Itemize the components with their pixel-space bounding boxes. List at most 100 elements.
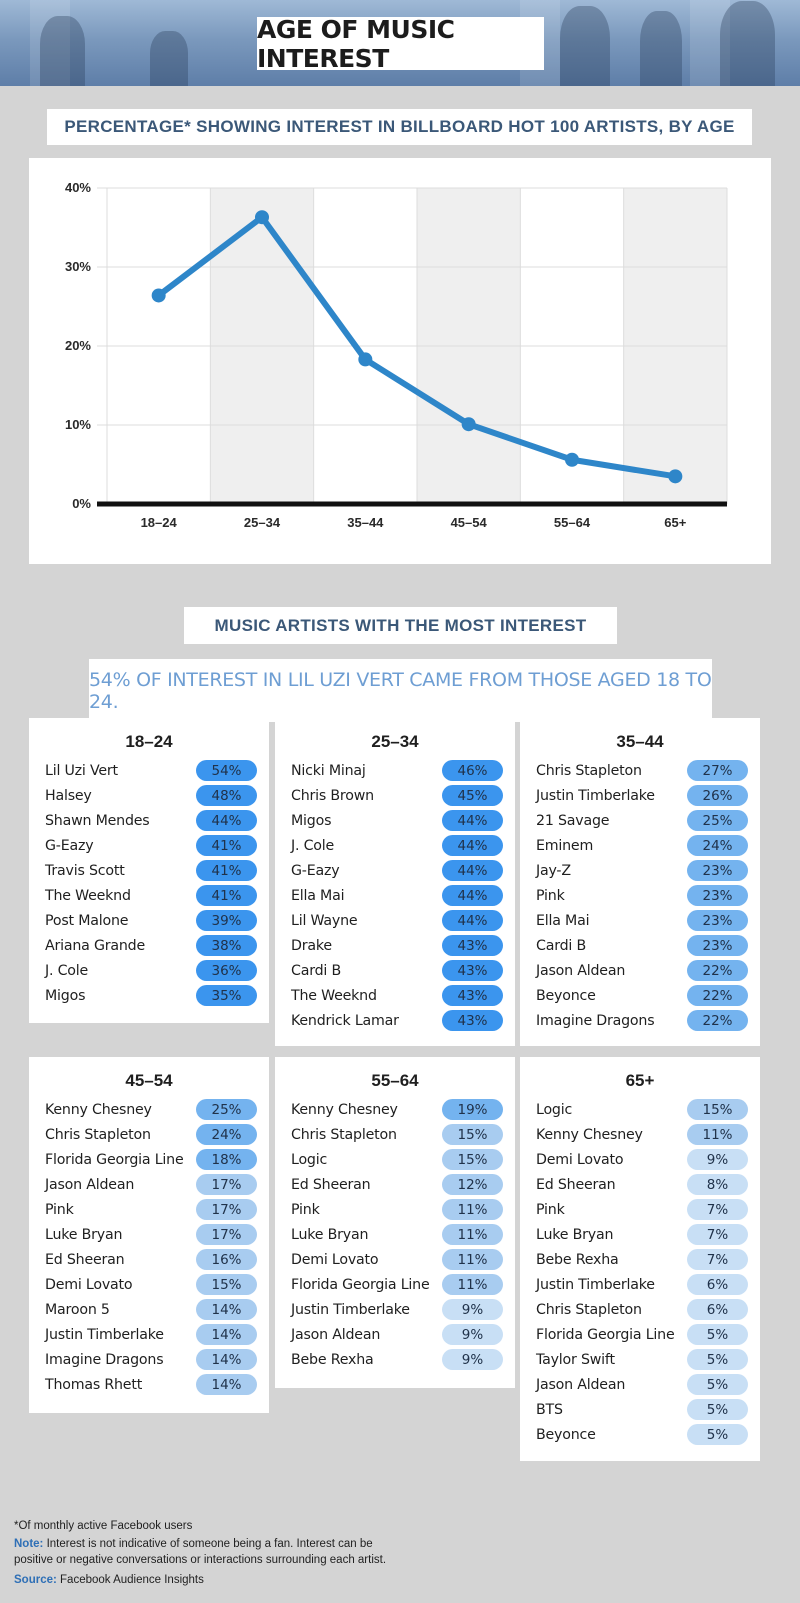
interest-percent-badge: 23% — [687, 910, 748, 931]
artist-name: Florida Georgia Line — [45, 1151, 184, 1168]
artist-name: The Weeknd — [291, 987, 377, 1004]
artist-name: Luke Bryan — [536, 1226, 614, 1243]
interest-percent-badge: 16% — [196, 1249, 257, 1270]
x-tick-label: 18–24 — [141, 515, 178, 530]
interest-percent-badge: 17% — [196, 1174, 257, 1195]
banner-figure — [640, 11, 682, 86]
banner-decoration — [690, 0, 730, 86]
x-tick-label: 55–64 — [554, 515, 591, 530]
x-tick-label: 45–54 — [451, 515, 488, 530]
age-group-card: 18–24 Lil Uzi Vert 54% Halsey 48% Shawn Mende… — [29, 718, 269, 1023]
y-tick-label: 30% — [65, 259, 91, 274]
artist-row: Post Malone 39% — [45, 908, 269, 933]
chart-heading: PERCENTAGE* SHOWING INTEREST IN BILLBOAR… — [64, 117, 735, 136]
line-chart: 0% 10% 20% 30% 40% 18–24 25–34 35–44 45–54 55–64 6… — [65, 180, 728, 530]
artist-name: Bebe Rexha — [536, 1251, 619, 1268]
artist-name: Eminem — [536, 837, 594, 854]
artist-name: The Weeknd — [45, 887, 131, 904]
interest-percent-badge: 14% — [196, 1324, 257, 1345]
x-tick-label: 35–44 — [347, 515, 384, 530]
interest-percent-badge: 14% — [196, 1349, 257, 1370]
interest-percent-badge: 11% — [687, 1124, 748, 1145]
artist-name: Nicki Minaj — [291, 762, 366, 779]
artist-name: J. Cole — [291, 837, 335, 854]
artist-row: Migos 44% — [291, 808, 515, 833]
artist-row: 21 Savage 25% — [536, 808, 760, 833]
artist-row: Beyonce 22% — [536, 983, 760, 1008]
artist-row: Cardi B 43% — [291, 958, 515, 983]
interest-percent-badge: 23% — [687, 860, 748, 881]
artist-name: Florida Georgia Line — [536, 1326, 675, 1343]
interest-percent-badge: 45% — [442, 785, 503, 806]
source-label: Source: — [14, 1574, 57, 1586]
chart-heading-box: PERCENTAGE* SHOWING INTEREST IN BILLBOAR… — [47, 109, 752, 145]
interest-percent-badge: 15% — [442, 1124, 503, 1145]
interest-percent-badge: 54% — [196, 760, 257, 781]
artist-row: Shawn Mendes 44% — [45, 808, 269, 833]
artist-row: Ella Mai 23% — [536, 908, 760, 933]
interest-percent-badge: 41% — [196, 835, 257, 856]
artist-row: Jason Aldean 17% — [45, 1172, 269, 1197]
artist-row: J. Cole 36% — [45, 958, 269, 983]
artist-row: Florida Georgia Line 18% — [45, 1147, 269, 1172]
header-banner: AGE OF MUSIC INTEREST — [0, 0, 800, 86]
note-text: Interest is not indicative of someone be… — [43, 1538, 373, 1550]
artist-name: Demi Lovato — [291, 1251, 379, 1268]
callout-box: 54% OF INTEREST IN LIL UZI VERT CAME FRO… — [89, 659, 712, 722]
age-group-title: 65+ — [625, 1071, 655, 1090]
x-tick-label: 65+ — [664, 515, 686, 530]
artist-name: Jason Aldean — [536, 962, 626, 979]
artist-row: Demi Lovato 11% — [291, 1247, 515, 1272]
artist-name: Luke Bryan — [45, 1226, 123, 1243]
artist-name: Pink — [536, 1201, 565, 1218]
artist-row: Eminem 24% — [536, 833, 760, 858]
interest-percent-badge: 25% — [196, 1099, 257, 1120]
artist-row: Lil Uzi Vert 54% — [45, 758, 269, 783]
artist-name: Ariana Grande — [45, 937, 146, 954]
artist-row: Justin Timberlake 9% — [291, 1297, 515, 1322]
interest-percent-badge: 5% — [687, 1324, 748, 1345]
artist-row: Jason Aldean 22% — [536, 958, 760, 983]
artist-name: Chris Stapleton — [291, 1126, 397, 1143]
artist-row: G-Eazy 44% — [291, 858, 515, 883]
note-label: Note: — [14, 1538, 44, 1550]
artist-row: Florida Georgia Line 11% — [291, 1272, 515, 1297]
artist-row: Pink 17% — [45, 1197, 269, 1222]
artist-row: Demi Lovato 15% — [45, 1272, 269, 1297]
interest-percent-badge: 24% — [687, 835, 748, 856]
interest-percent-badge: 18% — [196, 1149, 257, 1170]
interest-percent-badge: 44% — [442, 835, 503, 856]
artist-row: Imagine Dragons 22% — [536, 1008, 760, 1033]
artist-row: Halsey 48% — [45, 783, 269, 808]
interest-percent-badge: 8% — [687, 1174, 748, 1195]
interest-percent-badge: 44% — [442, 910, 503, 931]
artist-row: Chris Stapleton 24% — [45, 1122, 269, 1147]
page-title-box: AGE OF MUSIC INTEREST — [257, 15, 544, 73]
callout-text: 54% OF INTEREST IN LIL UZI VERT CAME FRO… — [89, 668, 712, 713]
artist-row: Luke Bryan 17% — [45, 1222, 269, 1247]
interest-percent-badge: 15% — [442, 1149, 503, 1170]
artist-row: Imagine Dragons 14% — [45, 1347, 269, 1372]
artist-name: Jay-Z — [536, 862, 571, 879]
artist-name: Cardi B — [291, 962, 341, 979]
artist-name: Pink — [536, 887, 565, 904]
interest-percent-badge: 11% — [442, 1274, 503, 1295]
artist-row: Pink 7% — [536, 1197, 760, 1222]
interest-percent-badge: 38% — [196, 935, 257, 956]
artist-row: Drake 43% — [291, 933, 515, 958]
artist-row: The Weeknd 41% — [45, 883, 269, 908]
interest-percent-badge: 48% — [196, 785, 257, 806]
interest-percent-badge: 46% — [442, 760, 503, 781]
artist-row: Ariana Grande 38% — [45, 933, 269, 958]
artist-row: Ella Mai 44% — [291, 883, 515, 908]
artist-row: Jason Aldean 5% — [536, 1372, 760, 1397]
interest-percent-badge: 25% — [687, 810, 748, 831]
artist-row: BTS 5% — [536, 1397, 760, 1422]
artist-row: Luke Bryan 11% — [291, 1222, 515, 1247]
artist-name: Kenny Chesney — [45, 1101, 152, 1118]
artist-name: Pink — [45, 1201, 74, 1218]
artist-row: Demi Lovato 9% — [536, 1147, 760, 1172]
artist-name: Taylor Swift — [536, 1351, 615, 1368]
artist-name: Chris Stapleton — [45, 1126, 151, 1143]
interest-percent-badge: 9% — [442, 1299, 503, 1320]
